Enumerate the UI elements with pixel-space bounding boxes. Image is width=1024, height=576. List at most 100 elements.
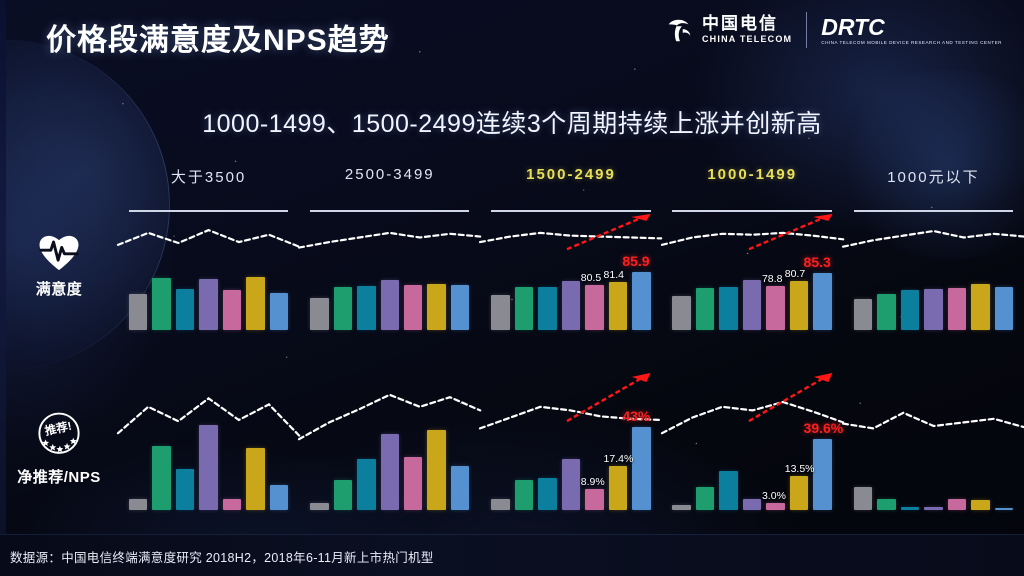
bar bbox=[357, 459, 376, 510]
bar bbox=[491, 295, 510, 330]
trend-sparkline bbox=[662, 220, 843, 266]
bar bbox=[310, 297, 329, 330]
bar bbox=[742, 279, 762, 330]
bar bbox=[427, 429, 446, 510]
highlight-value-label: 39.6% bbox=[803, 419, 844, 436]
bar bbox=[222, 290, 242, 330]
bar bbox=[877, 293, 896, 330]
bar bbox=[380, 434, 399, 510]
trend-sparkline bbox=[843, 220, 1024, 266]
value-label: 13.5% bbox=[784, 462, 815, 475]
bar-series bbox=[310, 395, 470, 510]
bar bbox=[900, 290, 920, 330]
bar bbox=[128, 293, 148, 330]
bar-series bbox=[491, 395, 651, 510]
bar bbox=[924, 288, 943, 330]
bar bbox=[853, 298, 873, 330]
bar-series bbox=[491, 260, 651, 330]
row-label-nps: 推荐! 净推荐/NPS bbox=[0, 410, 118, 487]
row-label-column: 满意度 推荐! 净推荐/NPS bbox=[0, 162, 118, 534]
nebula-glow-decoration bbox=[834, 70, 1024, 260]
trend-sparkline bbox=[480, 220, 661, 266]
bar-series bbox=[672, 395, 832, 510]
bar bbox=[128, 498, 148, 510]
bar bbox=[357, 285, 376, 330]
upward-trend-arrow bbox=[662, 206, 843, 266]
source-note: 数据源：中国电信终端满意度研究 2018H2，2018年6-11月新上市热门机型 bbox=[10, 551, 434, 565]
bar bbox=[310, 503, 329, 510]
bar bbox=[766, 503, 785, 510]
chart-groups-container: 大于3500 2500-3499 1500-2499 80.5 81.4 85.9 8.9%… bbox=[118, 162, 1024, 534]
trend-sparkline bbox=[843, 384, 1024, 444]
bar bbox=[403, 284, 423, 330]
bar bbox=[672, 296, 691, 330]
bar bbox=[152, 445, 171, 510]
bar bbox=[514, 286, 534, 330]
header-underline bbox=[310, 210, 470, 212]
bar bbox=[632, 427, 651, 510]
bar bbox=[853, 487, 873, 510]
bar-series bbox=[128, 395, 289, 510]
recommend-badge-icon: 推荐! bbox=[38, 412, 80, 454]
drtc-wordmark: DRTC bbox=[821, 13, 885, 40]
bar bbox=[971, 283, 990, 330]
drtc-subtitle: CHINA TELECOM MOBILE DEVICE RESEARCH AND… bbox=[821, 39, 1002, 45]
header-underline bbox=[672, 210, 832, 212]
bar bbox=[199, 278, 218, 330]
chart-area: 满意度 推荐! 净推荐/NPS 大于3500 2500-3499 1500-2499… bbox=[0, 162, 1024, 534]
bar bbox=[742, 498, 762, 510]
upward-trend-arrow bbox=[480, 362, 661, 444]
bar bbox=[450, 284, 470, 330]
trend-sparkline bbox=[299, 384, 480, 444]
bar bbox=[199, 424, 218, 510]
bar-series bbox=[310, 260, 470, 330]
value-label: 78.8 bbox=[761, 272, 783, 285]
price-band-header: 1000元以下 bbox=[887, 169, 980, 186]
bar bbox=[632, 271, 651, 330]
china-telecom-en-label: CHINA TELECOM bbox=[701, 34, 793, 45]
logo-group: 中国电信 CHINA TELECOM DRTC CHINA TELECOM MO… bbox=[664, 12, 1002, 48]
upward-trend-arrow bbox=[480, 206, 661, 266]
trend-sparkline bbox=[118, 220, 299, 266]
bar bbox=[491, 498, 510, 510]
bar bbox=[538, 477, 557, 510]
bar bbox=[333, 480, 353, 510]
bar bbox=[789, 475, 809, 510]
bar bbox=[380, 280, 399, 330]
page-title: 价格段满意度及NPS趋势 bbox=[46, 24, 390, 57]
footer-band: 数据源：中国电信终端满意度研究 2018H2，2018年6-11月新上市热门机型 bbox=[0, 534, 1024, 576]
bar bbox=[561, 281, 581, 330]
header-underline bbox=[491, 210, 651, 212]
highlight-value-label: 85.9 bbox=[622, 252, 650, 269]
trend-sparkline bbox=[480, 384, 661, 444]
value-label: 80.7 bbox=[784, 268, 806, 280]
value-label: 80.5 bbox=[580, 272, 602, 285]
bar-series bbox=[853, 395, 1014, 510]
bar bbox=[813, 272, 832, 330]
value-label: 17.4% bbox=[603, 453, 634, 466]
highlight-value-label: 85.3 bbox=[803, 253, 831, 270]
bar bbox=[971, 499, 990, 510]
header-underline bbox=[853, 210, 1014, 212]
bar bbox=[269, 484, 289, 510]
bar bbox=[246, 447, 265, 510]
bar bbox=[877, 498, 896, 510]
row-label-text: 满意度 bbox=[35, 281, 83, 298]
trend-sparkline bbox=[299, 220, 480, 266]
bar bbox=[152, 277, 171, 330]
china-telecom-logo: 中国电信 CHINA TELECOM bbox=[664, 15, 792, 45]
value-label: 3.0% bbox=[761, 490, 786, 503]
bar bbox=[333, 286, 353, 330]
china-telecom-cn-label: 中国电信 bbox=[701, 14, 778, 34]
bar bbox=[246, 276, 265, 330]
china-telecom-icon bbox=[668, 19, 691, 42]
price-band-header: 2500-3499 bbox=[344, 166, 435, 183]
bar bbox=[924, 506, 943, 510]
bar bbox=[608, 466, 628, 510]
bar bbox=[427, 283, 446, 330]
bar bbox=[900, 506, 920, 510]
bar bbox=[585, 489, 604, 510]
bar-series bbox=[853, 260, 1014, 330]
drtc-logo: DRTC CHINA TELECOM MOBILE DEVICE RESEARC… bbox=[821, 13, 1002, 46]
